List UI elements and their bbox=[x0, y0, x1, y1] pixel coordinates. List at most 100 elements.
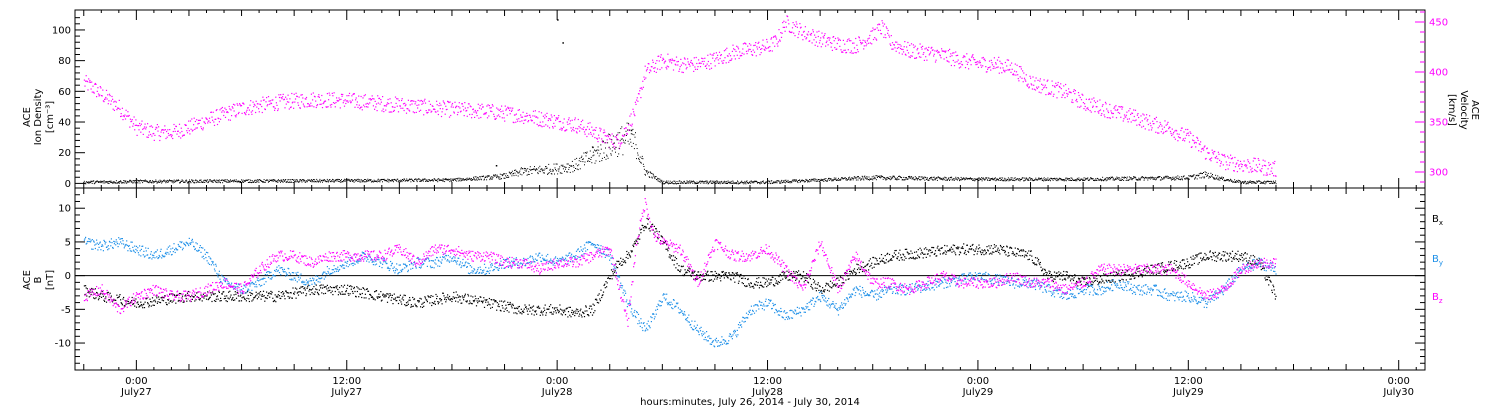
velocity-point bbox=[215, 109, 217, 112]
bx-point bbox=[364, 293, 366, 295]
density-point bbox=[517, 172, 519, 174]
density-point bbox=[932, 176, 934, 178]
density-point bbox=[126, 182, 128, 184]
bx-point bbox=[224, 297, 227, 299]
density-point bbox=[630, 141, 632, 143]
density-point bbox=[633, 134, 635, 136]
bx-point bbox=[449, 299, 451, 301]
velocity-point bbox=[1211, 157, 1213, 159]
density-point bbox=[94, 182, 96, 184]
density-point bbox=[576, 168, 578, 170]
density-point bbox=[668, 183, 670, 185]
velocity-point bbox=[1111, 112, 1113, 115]
velocity-point bbox=[663, 62, 665, 64]
bx-point bbox=[358, 288, 360, 290]
density-point bbox=[470, 179, 472, 181]
velocity-point bbox=[720, 54, 722, 56]
bx-point bbox=[461, 295, 463, 297]
velocity-point bbox=[1031, 88, 1033, 90]
velocity-point bbox=[1193, 140, 1195, 142]
velocity-point bbox=[1000, 62, 1002, 64]
velocity-point bbox=[115, 105, 117, 107]
density-point bbox=[329, 179, 331, 181]
density-point bbox=[807, 181, 808, 183]
density-point bbox=[920, 178, 922, 180]
bx-point bbox=[359, 293, 362, 296]
density-point bbox=[523, 172, 525, 173]
density-point bbox=[1073, 179, 1075, 181]
velocity-point bbox=[410, 100, 412, 102]
velocity-point bbox=[729, 59, 731, 62]
bx-point bbox=[162, 300, 165, 302]
density-point bbox=[1165, 175, 1167, 177]
density-point bbox=[883, 177, 885, 178]
velocity-point bbox=[547, 125, 549, 127]
bx-point bbox=[378, 296, 381, 298]
density-point bbox=[154, 181, 156, 183]
velocity-point bbox=[560, 127, 562, 129]
bx-point bbox=[216, 296, 218, 298]
velocity-point bbox=[728, 53, 730, 55]
velocity-point bbox=[1001, 72, 1003, 74]
bx-point bbox=[221, 293, 223, 295]
density-point bbox=[841, 177, 843, 179]
velocity-point bbox=[1209, 158, 1211, 161]
velocity-point bbox=[1234, 166, 1237, 168]
density-point bbox=[1245, 183, 1247, 185]
density-point bbox=[1248, 180, 1250, 182]
density-point bbox=[406, 179, 408, 181]
velocity-point bbox=[283, 98, 285, 100]
density-point bbox=[164, 180, 166, 182]
density-point bbox=[1050, 180, 1051, 182]
velocity-point bbox=[784, 30, 786, 32]
density-point bbox=[1222, 177, 1224, 179]
density-point bbox=[671, 182, 673, 183]
velocity-point bbox=[714, 60, 716, 62]
bx-point bbox=[157, 301, 159, 303]
density-point bbox=[1061, 178, 1062, 180]
bx-point bbox=[278, 295, 281, 297]
density-point bbox=[591, 162, 593, 164]
density-point bbox=[1049, 178, 1051, 180]
bx-point bbox=[379, 296, 381, 298]
density-point bbox=[633, 148, 635, 150]
bx-point bbox=[248, 298, 250, 300]
bx-point bbox=[159, 301, 161, 303]
velocity-point bbox=[136, 134, 138, 136]
density-point bbox=[1101, 179, 1103, 181]
density-point bbox=[609, 134, 611, 135]
velocity-point bbox=[1077, 92, 1080, 94]
top-left-tick-label: 60 bbox=[58, 87, 71, 98]
density-point bbox=[982, 177, 984, 179]
velocity-point bbox=[894, 47, 896, 49]
velocity-point bbox=[504, 120, 506, 122]
density-point bbox=[149, 181, 151, 183]
velocity-point bbox=[541, 126, 543, 128]
density-point bbox=[1083, 177, 1085, 179]
velocity-point bbox=[337, 100, 339, 102]
density-point bbox=[995, 180, 997, 182]
velocity-point bbox=[859, 39, 861, 41]
velocity-point bbox=[826, 37, 829, 39]
density-point bbox=[474, 176, 476, 178]
density-point bbox=[774, 182, 776, 184]
velocity-point bbox=[415, 101, 417, 103]
density-point bbox=[173, 180, 175, 182]
velocity-point bbox=[990, 69, 992, 71]
velocity-point bbox=[748, 48, 750, 50]
bx-point bbox=[383, 296, 385, 298]
bx-point bbox=[388, 295, 390, 297]
density-point bbox=[828, 177, 830, 179]
density-point bbox=[599, 160, 601, 162]
density-point bbox=[437, 181, 439, 183]
bx-point bbox=[340, 293, 342, 295]
density-point bbox=[392, 180, 393, 182]
velocity-point bbox=[229, 119, 231, 121]
velocity-point bbox=[174, 128, 176, 130]
density-point bbox=[1273, 180, 1274, 182]
bx-point bbox=[253, 297, 255, 299]
velocity-point bbox=[526, 112, 528, 114]
velocity-point bbox=[209, 121, 211, 124]
bx-point bbox=[97, 299, 100, 301]
density-point bbox=[226, 181, 228, 183]
